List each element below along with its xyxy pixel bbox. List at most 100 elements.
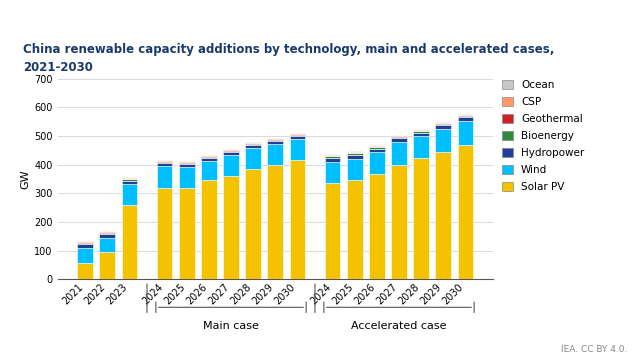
Bar xyxy=(391,142,406,165)
Bar xyxy=(77,244,93,248)
Bar xyxy=(347,153,362,155)
Bar xyxy=(413,132,429,136)
Bar xyxy=(122,184,137,205)
Bar xyxy=(435,129,451,152)
Bar xyxy=(289,136,305,139)
Bar xyxy=(99,252,115,279)
Bar xyxy=(289,133,305,134)
Bar xyxy=(268,138,283,139)
Bar xyxy=(413,158,429,279)
Bar xyxy=(201,161,216,180)
Bar xyxy=(325,183,340,279)
Bar xyxy=(268,144,283,165)
Bar xyxy=(369,153,385,174)
Bar xyxy=(347,159,362,180)
Bar xyxy=(77,248,93,263)
Bar xyxy=(268,139,283,140)
Bar xyxy=(201,156,216,157)
Bar xyxy=(435,122,451,124)
Bar xyxy=(435,152,451,279)
Bar xyxy=(77,241,93,242)
Bar xyxy=(413,129,429,130)
Bar xyxy=(99,238,115,252)
Bar xyxy=(157,166,172,188)
Bar xyxy=(391,137,406,138)
Bar xyxy=(179,167,195,188)
Bar xyxy=(99,232,115,233)
Bar xyxy=(245,144,261,145)
Bar xyxy=(289,134,305,135)
Bar xyxy=(179,164,195,167)
Bar xyxy=(223,150,239,151)
Bar xyxy=(77,243,93,244)
Bar xyxy=(99,231,115,232)
Bar xyxy=(99,234,115,238)
Bar xyxy=(179,163,195,164)
Bar xyxy=(347,152,362,153)
Text: China renewable capacity additions by technology, main and accelerated cases,: China renewable capacity additions by te… xyxy=(23,43,554,56)
Bar xyxy=(179,161,195,162)
Text: Main case: Main case xyxy=(203,321,259,332)
Bar xyxy=(223,152,239,155)
Bar xyxy=(245,169,261,279)
Bar xyxy=(245,142,261,144)
Bar xyxy=(122,179,137,181)
Bar xyxy=(458,114,473,115)
Bar xyxy=(122,177,137,178)
Bar xyxy=(458,121,473,145)
Bar xyxy=(201,180,216,279)
Bar xyxy=(223,149,239,150)
Bar xyxy=(413,131,429,132)
Bar xyxy=(369,149,385,153)
Bar xyxy=(245,148,261,169)
Bar xyxy=(325,162,340,183)
Bar xyxy=(223,175,239,279)
Bar xyxy=(458,145,473,279)
Bar xyxy=(77,242,93,243)
Text: Accelerated case: Accelerated case xyxy=(351,321,447,332)
Bar xyxy=(289,139,305,160)
Bar xyxy=(122,178,137,179)
Bar xyxy=(458,117,473,121)
Bar xyxy=(391,138,406,142)
Bar xyxy=(369,145,385,146)
Bar xyxy=(245,145,261,148)
Bar xyxy=(391,135,406,136)
Bar xyxy=(99,233,115,234)
Bar xyxy=(413,136,429,158)
Bar xyxy=(223,151,239,152)
Bar xyxy=(347,180,362,279)
Bar xyxy=(223,155,239,175)
Bar xyxy=(435,124,451,125)
Bar xyxy=(157,163,172,166)
Bar xyxy=(458,115,473,116)
Bar xyxy=(179,162,195,163)
Bar xyxy=(325,158,340,162)
Bar xyxy=(347,151,362,152)
Bar xyxy=(289,160,305,279)
Bar xyxy=(289,135,305,136)
Text: IEA. CC BY 4.0.: IEA. CC BY 4.0. xyxy=(561,345,627,354)
Bar xyxy=(369,174,385,279)
Bar xyxy=(391,165,406,279)
Bar xyxy=(369,146,385,147)
Bar xyxy=(122,205,137,279)
Bar xyxy=(435,125,451,129)
Bar xyxy=(458,116,473,117)
Bar xyxy=(325,154,340,155)
Bar xyxy=(325,156,340,158)
Bar xyxy=(347,155,362,159)
Y-axis label: GW: GW xyxy=(20,169,30,189)
Text: 2021-2030: 2021-2030 xyxy=(23,61,93,74)
Bar xyxy=(201,158,216,161)
Bar xyxy=(413,130,429,131)
Bar xyxy=(179,188,195,279)
Bar xyxy=(325,155,340,156)
Bar xyxy=(369,147,385,149)
Bar xyxy=(157,161,172,162)
Bar xyxy=(391,136,406,137)
Bar xyxy=(201,155,216,156)
Legend: Ocean, CSP, Geothermal, Bioenergy, Hydropower, Wind, Solar PV: Ocean, CSP, Geothermal, Bioenergy, Hydro… xyxy=(502,80,584,192)
Bar xyxy=(157,160,172,161)
Bar xyxy=(77,263,93,279)
